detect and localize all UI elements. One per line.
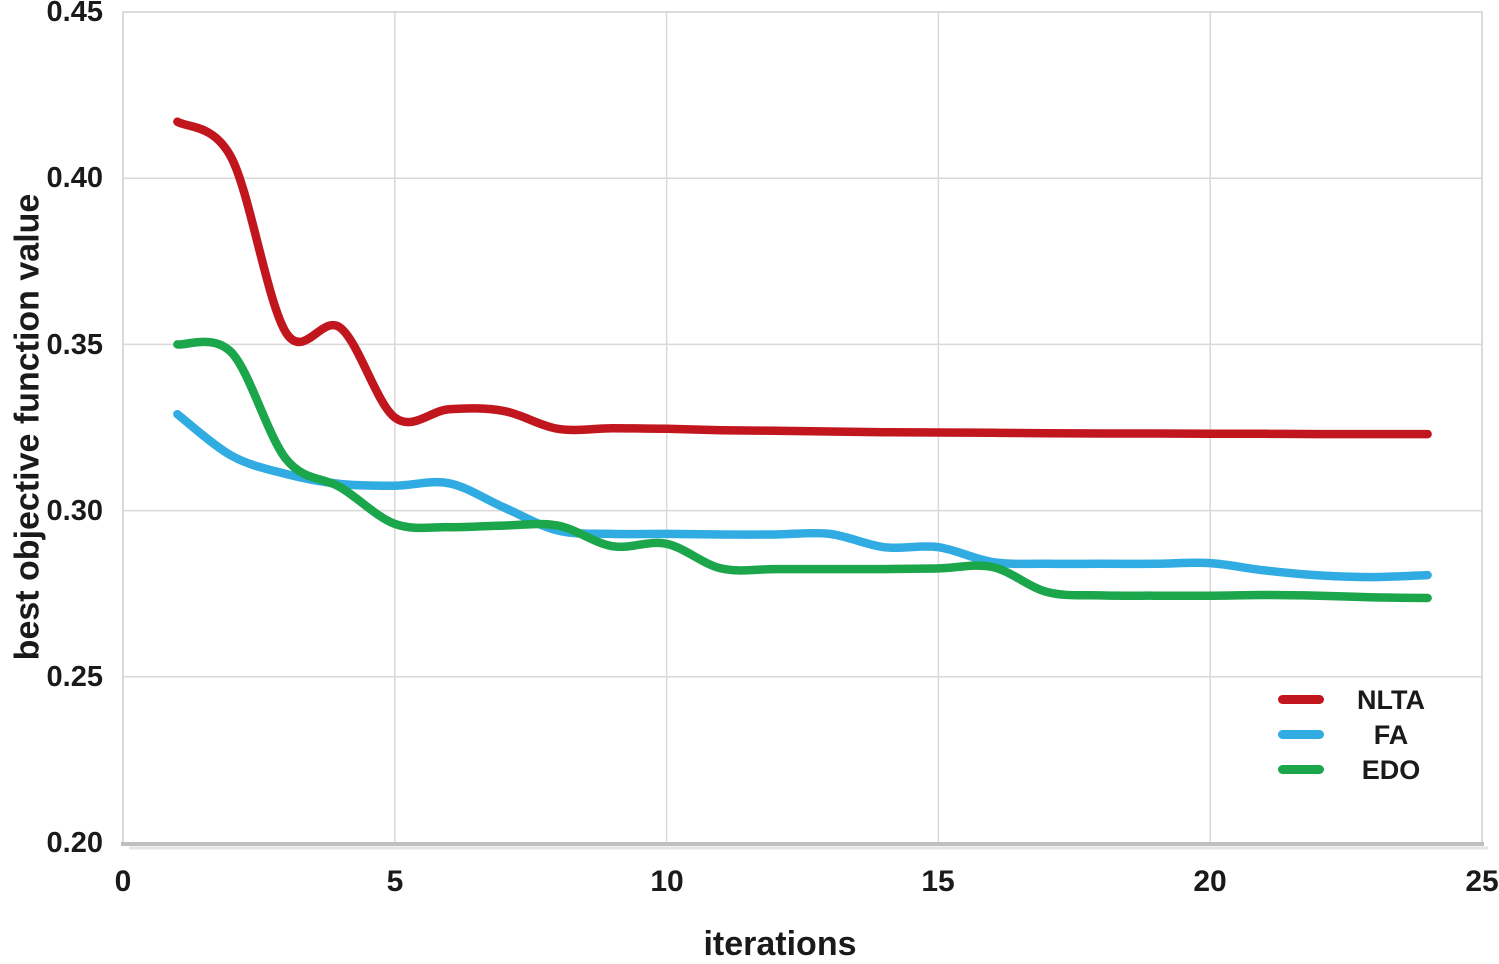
y-tick-label: 0.45 [46, 0, 103, 28]
y-tick-label: 0.30 [46, 495, 103, 527]
x-tick-label: 15 [921, 865, 955, 898]
y-axis-title: best objective function value [8, 193, 47, 661]
legend-item-fa: FA [1278, 717, 1442, 752]
x-axis-title: iterations [703, 925, 857, 963]
x-tick-label: 25 [1465, 865, 1499, 898]
legend-swatch-edo [1278, 765, 1324, 774]
series-line-fa [173, 409, 1432, 582]
legend: NLTA FA EDO [1278, 682, 1442, 787]
legend-label-fa: FA [1373, 719, 1409, 750]
y-tick-label: 0.20 [46, 827, 103, 859]
y-tick-label: 0.35 [46, 329, 103, 361]
y-tick-label: 0.25 [46, 661, 103, 693]
x-tick-label: 5 [386, 865, 404, 898]
x-tick-label: 10 [650, 865, 684, 898]
y-tick-label: 0.40 [46, 162, 103, 194]
legend-item-edo: EDO [1278, 752, 1442, 787]
x-tick-label: 0 [114, 865, 132, 898]
legend-swatch-fa [1278, 730, 1324, 739]
legend-item-nlta: NLTA [1278, 682, 1442, 717]
legend-label-nlta: NLTA [1357, 684, 1425, 715]
x-tick-label: 20 [1193, 865, 1227, 898]
series-line-nlta [173, 117, 1432, 439]
legend-swatch-nlta [1278, 695, 1324, 704]
legend-label-edo: EDO [1361, 754, 1421, 785]
series-line-edo [173, 337, 1432, 603]
